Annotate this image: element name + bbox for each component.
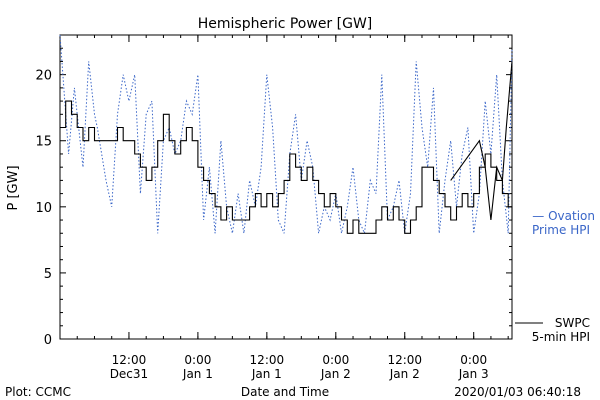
legend-swpc-line2: 5-min HPI — [532, 330, 590, 344]
x-tick-label-time: 0:00 — [322, 353, 349, 367]
legend-ovation-line1: — Ovation — [532, 209, 595, 223]
series-layer — [59, 34, 513, 236]
legend-swpc-line1: SWPC — [555, 316, 590, 330]
x-tick-label-date: Jan 1 — [182, 367, 213, 381]
footer-timestamp: 2020/01/03 06:40:18 — [454, 385, 581, 399]
series-line-ovation — [59, 34, 513, 236]
series-line-swpc — [60, 100, 513, 234]
x-tick-label-date: Jan 2 — [389, 367, 420, 381]
x-tick-label-time: 12:00 — [250, 353, 285, 367]
legend: — Ovation Prime HPI SWPC 5-min HPI — [515, 209, 595, 344]
x-tick-label-date: Dec31 — [110, 367, 149, 381]
series-line-swpc-tail — [450, 61, 513, 221]
x-tick-label-time: 0:00 — [184, 353, 211, 367]
x-tick-label-date: Jan 3 — [458, 367, 489, 381]
footer-plot-credit: Plot: CCMC — [5, 385, 71, 399]
y-tick-label: 0 — [44, 333, 52, 348]
legend-ovation-line2: Prime HPI — [532, 223, 590, 237]
y-tick-label: 20 — [35, 69, 52, 84]
x-tick-label-time: 12:00 — [112, 353, 147, 367]
y-axis: 0 5 10 15 20 — [35, 34, 512, 348]
x-tick-label-date: Jan 1 — [251, 367, 282, 381]
y-axis-label: P [GW] — [6, 165, 21, 210]
y-tick-label: 10 — [35, 201, 52, 216]
y-tick-label: 15 — [35, 135, 52, 150]
x-axis-label: Date and Time — [241, 385, 329, 399]
x-tick-label-time: 0:00 — [460, 353, 487, 367]
x-tick-label-date: Jan 2 — [320, 367, 351, 381]
x-tick-label-time: 12:00 — [387, 353, 422, 367]
plot-frame — [59, 34, 513, 340]
chart-title: Hemispheric Power [GW] — [198, 16, 373, 32]
y-tick-label: 5 — [44, 267, 52, 282]
